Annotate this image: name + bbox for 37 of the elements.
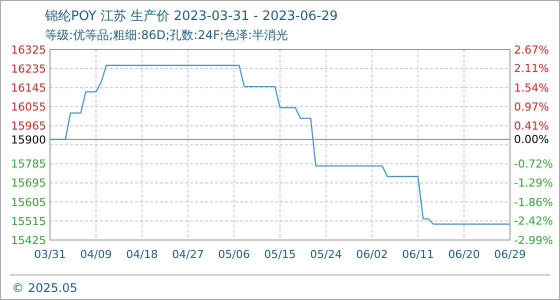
y2-tick-label: -1.29% bbox=[514, 176, 553, 190]
y-tick-label: 15425 bbox=[11, 234, 46, 247]
chart-subtitle: 等级:优等品;粗细:86D;孔数:24F;色泽:半消光 bbox=[45, 28, 288, 42]
text: © 2025.05 bbox=[12, 281, 78, 295]
y2-tick-label: 2.11% bbox=[514, 62, 549, 76]
y2-tick-label: -1.86% bbox=[514, 196, 553, 209]
y2-tick-label: 0.41% bbox=[514, 119, 549, 132]
y2-tick-label: -2.42% bbox=[514, 214, 553, 228]
x-tick-label: 04/27 bbox=[172, 248, 204, 261]
y-tick-label: 16145 bbox=[11, 81, 46, 94]
x-tick-label: 06/29 bbox=[494, 248, 526, 261]
x-tick-label: 04/18 bbox=[126, 248, 158, 261]
x-tick-label: 06/20 bbox=[448, 248, 480, 261]
y2-tick-label: -2.99% bbox=[514, 234, 553, 247]
y-tick-label: 15695 bbox=[11, 176, 46, 190]
y-tick-label: 16235 bbox=[11, 62, 46, 76]
y-tick-label: 15965 bbox=[11, 120, 46, 133]
x-tick-label: 06/11 bbox=[402, 248, 434, 261]
x-tick-label: 03/31 bbox=[34, 248, 66, 261]
x-tick-label: 05/06 bbox=[218, 248, 250, 261]
y-tick-label: 16325 bbox=[11, 43, 46, 56]
x-tick-label: 05/15 bbox=[264, 248, 296, 261]
y-tick-label: 15605 bbox=[11, 196, 46, 209]
y-tick-label: 15515 bbox=[11, 214, 46, 228]
y-tick-label: 15900 bbox=[11, 133, 46, 146]
y2-tick-label: 0.97% bbox=[514, 100, 549, 114]
y2-tick-label: 0.00% bbox=[514, 133, 549, 146]
y2-tick-label: -0.72% bbox=[514, 157, 553, 170]
x-tick-label: 05/24 bbox=[310, 248, 342, 261]
y-tick-label: 15785 bbox=[11, 158, 46, 171]
x-tick-label: 06/02 bbox=[356, 248, 388, 261]
x-tick-label: 04/09 bbox=[80, 248, 112, 261]
y2-tick-label: 2.67% bbox=[514, 43, 549, 56]
chart-title: 锦纶POY 江苏 生产价 2023-03-31 - 2023-06-29 bbox=[44, 9, 338, 24]
y2-tick-label: 1.54% bbox=[514, 81, 549, 94]
y-tick-label: 16055 bbox=[11, 100, 46, 114]
line-series bbox=[49, 64, 511, 225]
